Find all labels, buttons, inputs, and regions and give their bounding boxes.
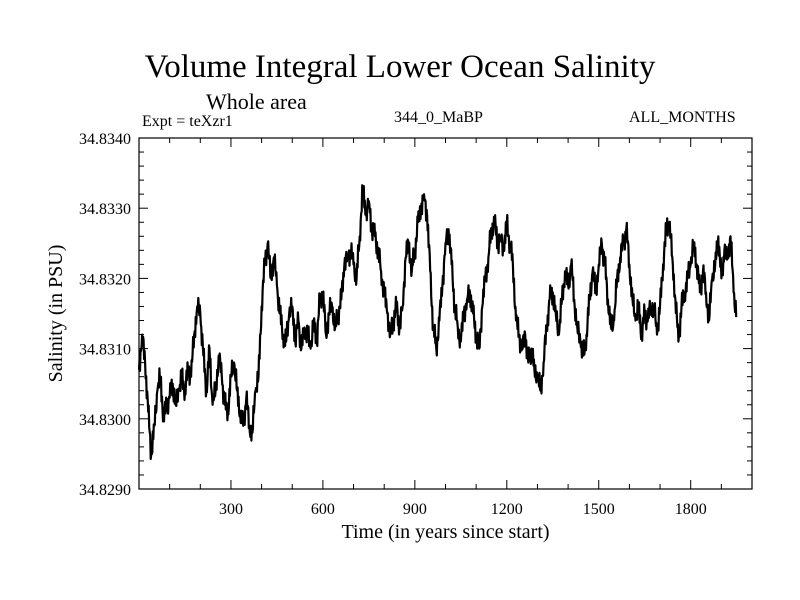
x-tick-label: 300 (219, 501, 243, 518)
y-tick-label: 34.8310 (79, 342, 131, 359)
series-layer (137, 184, 738, 461)
x-tick-label: 1200 (491, 501, 523, 518)
y-tick-label: 34.8340 (79, 131, 131, 148)
y-tick-label: 34.8300 (79, 412, 131, 429)
x-tick-label: 600 (311, 501, 335, 518)
chart-subtitle: Whole area (206, 89, 307, 114)
y-tick-label: 34.8320 (79, 271, 131, 288)
y-axis-label: Salinity (in PSU) (45, 245, 67, 383)
series-line (137, 184, 738, 461)
x-tick-label: 1500 (583, 501, 615, 518)
months-label: ALL_MONTHS (629, 109, 736, 126)
axis-tick-labels: 300 600 900 1200 1500 1800 34.8290 34.8300 34.83… (79, 131, 707, 518)
plot-frame (138, 137, 753, 490)
y-tick-label: 34.8330 (79, 201, 131, 218)
y-tick-label: 34.8290 (79, 482, 131, 499)
x-tick-label: 900 (403, 501, 427, 518)
chart-title: Volume Integral Lower Ocean Salinity (144, 49, 656, 85)
axis-ticks (139, 138, 752, 489)
experiment-label: Expt = teXzr1 (142, 113, 233, 130)
x-tick-label: 1800 (675, 501, 707, 518)
x-axis-label: Time (in years since start) (341, 521, 549, 543)
run-label: 344_0_MaBP (394, 109, 483, 126)
